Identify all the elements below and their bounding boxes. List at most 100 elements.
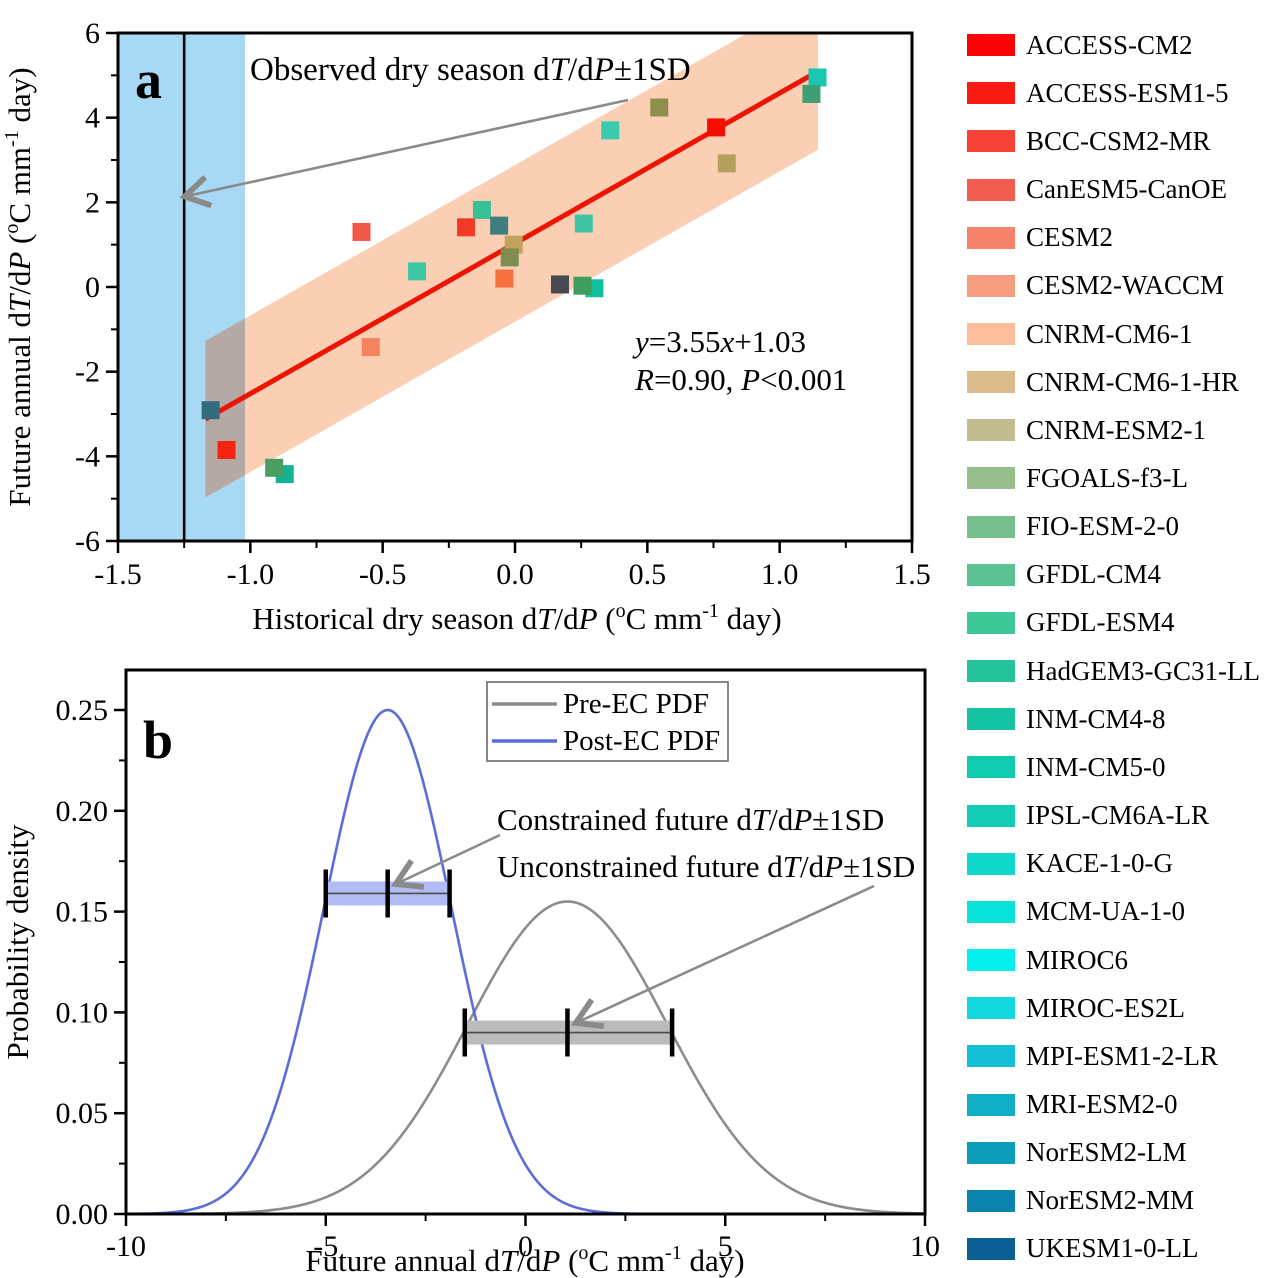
legend-label: CanESM5-CanOE xyxy=(1026,174,1227,205)
legend-label: NorESM2-LM xyxy=(1026,1137,1187,1168)
scatter-point xyxy=(802,84,821,103)
pre-ec-legend-label: Pre-EC PDF xyxy=(563,688,709,720)
legend-item: MCM-UA-1-0 xyxy=(967,888,1260,936)
legend-label: INM-CM5-0 xyxy=(1026,751,1166,782)
legend-label: GFDL-CM4 xyxy=(1026,559,1162,590)
legend-item: BCC-CSM2-MR xyxy=(967,117,1260,165)
legend-swatch xyxy=(967,1189,1015,1212)
observed-band-annotation: Observed dry season dT/dP±1SD xyxy=(250,52,691,88)
post-ec-legend-label: Post-EC PDF xyxy=(563,725,720,757)
a-y-tick-label: 4 xyxy=(85,102,100,135)
legend-item: MIROC-ES2L xyxy=(967,984,1260,1032)
a-y-tick-label: -4 xyxy=(75,440,100,473)
legend-swatch xyxy=(967,852,1015,875)
legend-swatch xyxy=(967,708,1015,731)
legend-item: HadGEM3-GC31-LL xyxy=(967,647,1260,695)
panel-b-y-axis-title: Probability density xyxy=(0,824,35,1060)
panel-b-chart: -10 -5 0 5 10 0.00 0.05 0.10 0.15 0.20 0.25 Pre-EC… xyxy=(0,668,941,1278)
legend-label: CNRM-ESM2-1 xyxy=(1026,414,1207,445)
legend-swatch xyxy=(967,274,1015,297)
legend-item: CNRM-CM6-1 xyxy=(967,310,1260,358)
pre-ec-pdf-curve xyxy=(126,900,926,1216)
a-x-tick-label: 0.0 xyxy=(496,558,534,591)
regression-equation: y=3.55x+1.03 xyxy=(632,324,806,359)
legend-item: MRI-ESM2-0 xyxy=(967,1080,1260,1128)
legend-swatch xyxy=(967,1045,1015,1068)
scatter-point xyxy=(265,458,284,477)
scatter-point xyxy=(550,275,569,294)
legend-label: BCC-CSM2-MR xyxy=(1026,125,1211,156)
post-ec-pdf-curve xyxy=(125,708,925,1216)
b-y-tick-label: 0.20 xyxy=(56,795,109,828)
a-x-tick-label: 1.5 xyxy=(893,558,931,591)
a-x-tick-label: 1.0 xyxy=(761,558,799,591)
b-y-tick-label: 0.15 xyxy=(56,896,109,929)
b-x-tick-label: 10 xyxy=(910,1230,940,1263)
legend-item: ACCESS-CM2 xyxy=(967,21,1260,69)
scatter-point xyxy=(361,338,380,357)
legend-item: CESM2 xyxy=(967,214,1260,262)
panel-b-x-axis-title: Future annual dT/dP (oC mm-1 day) xyxy=(305,1242,744,1278)
legend-label: ACCESS-CM2 xyxy=(1026,29,1193,60)
legend-item: CNRM-ESM2-1 xyxy=(967,406,1260,454)
legend-swatch xyxy=(967,515,1015,538)
legend-label: KACE-1-0-G xyxy=(1026,848,1173,879)
legend-item: IPSL-CM6A-LR xyxy=(967,792,1260,840)
scatter-point xyxy=(490,216,509,235)
legend-swatch xyxy=(967,34,1015,57)
constrained-error-bar xyxy=(323,869,452,918)
scatter-point xyxy=(457,218,476,237)
legend-label: FGOALS-f3-L xyxy=(1026,462,1188,493)
legend-swatch xyxy=(967,660,1015,683)
legend-item: FGOALS-f3-L xyxy=(967,454,1260,502)
b-y-tick-label: 0.05 xyxy=(56,1097,109,1130)
unconstrained-error-bar xyxy=(462,1008,675,1057)
scatter-point xyxy=(573,276,592,295)
legend-label: IPSL-CM6A-LR xyxy=(1026,800,1210,831)
constrained-arrow xyxy=(398,833,501,883)
legend-item: ACCESS-ESM1-5 xyxy=(967,69,1260,117)
b-y-tick-label: 0.10 xyxy=(56,996,109,1029)
legend-label: FIO-ESM-2-0 xyxy=(1026,511,1179,542)
a-y-tick-label: -6 xyxy=(75,525,100,558)
legend-swatch xyxy=(967,178,1015,201)
legend-swatch xyxy=(967,900,1015,923)
pdf-legend: Pre-EC PDF Post-EC PDF xyxy=(486,681,729,762)
panel-a-frame xyxy=(116,31,914,543)
legend-swatch xyxy=(967,130,1015,153)
constrained-annotation: Constrained future dT/dP±1SD xyxy=(497,802,884,837)
legend-swatch xyxy=(967,82,1015,105)
legend-item: CESM2-WACCM xyxy=(967,262,1260,310)
unconstrained-annotation: Unconstrained future dT/dP±1SD xyxy=(497,849,915,884)
panel-b-plot-layers: -10 -5 0 5 10 0.00 0.05 0.10 0.15 0.20 0.25 xyxy=(56,694,941,1263)
legend-swatch xyxy=(967,419,1015,442)
panel-a-letter: a xyxy=(135,50,162,110)
scatter-point xyxy=(717,154,736,173)
legend-swatch xyxy=(967,563,1015,586)
b-x-tick-label: -10 xyxy=(106,1230,146,1263)
legend-item: KACE-1-0-G xyxy=(967,840,1260,888)
a-y-tick-label: 6 xyxy=(85,17,100,50)
legend-label: INM-CM4-8 xyxy=(1026,703,1166,734)
legend-item: INM-CM4-8 xyxy=(967,695,1260,743)
panel-a-x-axis-title: Historical dry season dT/dP (oC mm-1 day… xyxy=(252,600,782,636)
legend-swatch xyxy=(967,467,1015,490)
legend-item: NorESM2-MM xyxy=(967,1177,1260,1225)
legend-item: GFDL-ESM4 xyxy=(967,599,1260,647)
a-x-tick-label: -1.0 xyxy=(227,558,275,591)
scatter-point xyxy=(707,118,726,137)
legend-label: MPI-ESM1-2-LR xyxy=(1026,1040,1219,1071)
a-y-tick-label: 0 xyxy=(85,271,100,304)
b-x-tick-label: -5 xyxy=(313,1230,338,1263)
legend-label: MRI-ESM2-0 xyxy=(1026,1089,1178,1120)
scatter-point xyxy=(408,262,427,281)
legend-item: NorESM2-LM xyxy=(967,1129,1260,1177)
a-x-tick-label: 0.5 xyxy=(629,558,667,591)
legend-label: CNRM-CM6-1-HR xyxy=(1026,366,1240,397)
legend-swatch xyxy=(967,1141,1015,1164)
b-y-tick-label: 0.00 xyxy=(56,1198,109,1231)
legend-swatch xyxy=(967,1237,1015,1260)
legend-label: HadGEM3-GC31-LL xyxy=(1026,655,1260,686)
b-y-tick-label: 0.25 xyxy=(56,694,109,727)
